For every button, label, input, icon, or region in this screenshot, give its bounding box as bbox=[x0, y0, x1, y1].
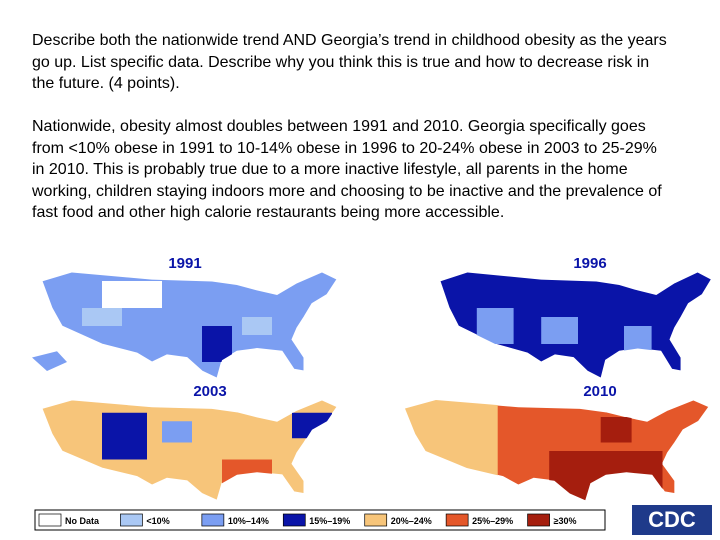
legend-swatch bbox=[445, 513, 469, 527]
map-1996 bbox=[439, 271, 712, 379]
legend-label: 10%–14% bbox=[228, 516, 269, 526]
legend-swatch bbox=[201, 513, 225, 527]
legend-swatch bbox=[527, 513, 550, 527]
legend-swatch bbox=[38, 513, 62, 527]
map-year: 2010 bbox=[583, 383, 616, 400]
map-2010 bbox=[404, 399, 710, 501]
legend-label: No Data bbox=[65, 516, 100, 526]
map-2003 bbox=[41, 399, 338, 501]
legend-label: 20%–24% bbox=[391, 516, 432, 526]
map-year: 1996 bbox=[573, 255, 606, 272]
legend-swatch bbox=[364, 513, 388, 527]
legend: No Data <10% 10%–14% 15%–19% 20%–24% 25%–29% ≥… bbox=[34, 509, 606, 531]
legend-label: <10% bbox=[146, 516, 169, 526]
map-year: 2003 bbox=[193, 383, 226, 400]
question-text: Describe both the nationwide trend AND G… bbox=[32, 32, 667, 92]
legend-label: ≥30% bbox=[554, 516, 577, 526]
map-1991 bbox=[32, 271, 338, 379]
legend-label: 25%–29% bbox=[472, 516, 513, 526]
legend-swatch bbox=[282, 513, 306, 527]
logo-box bbox=[632, 505, 712, 535]
legend-swatch bbox=[120, 513, 143, 527]
answer-text: Nationwide, obesity almost doubles betwe… bbox=[32, 118, 662, 221]
logo-text: CDC bbox=[648, 507, 696, 532]
legend-label: 15%–19% bbox=[309, 516, 350, 526]
map-year: 1991 bbox=[168, 255, 201, 272]
